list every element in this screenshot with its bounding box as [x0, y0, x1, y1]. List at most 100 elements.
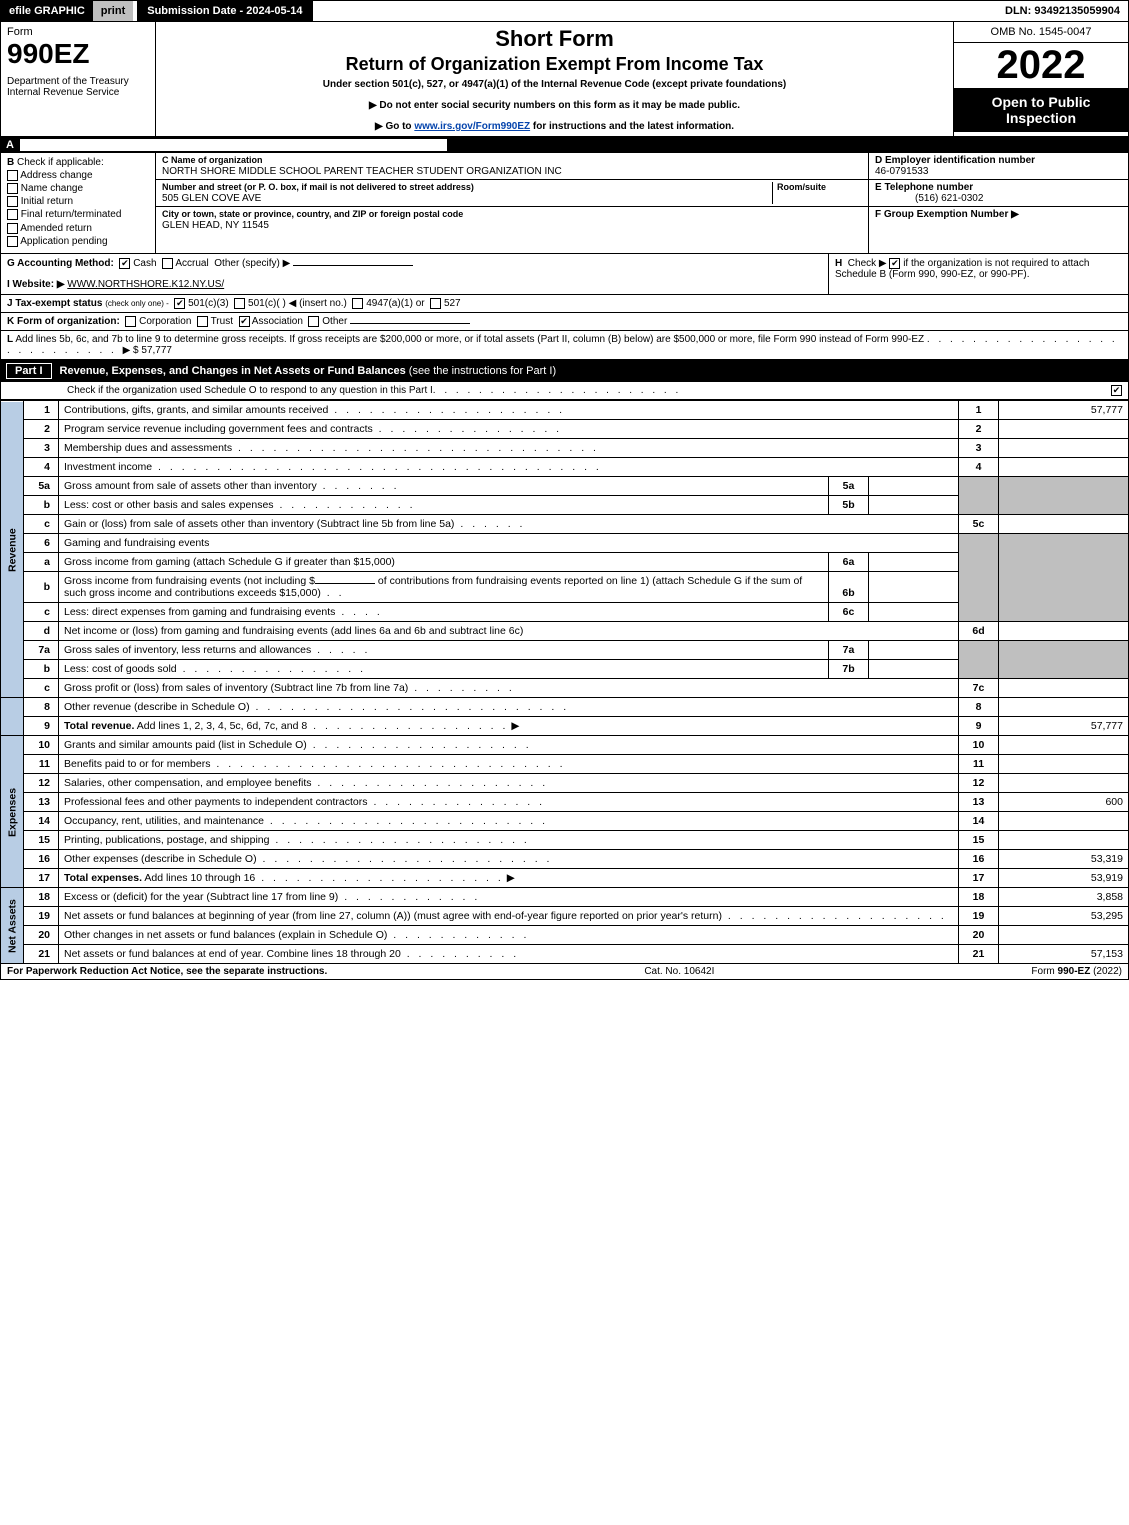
omb: OMB No. 1545-0047	[954, 22, 1128, 43]
chk-501c[interactable]	[234, 298, 245, 309]
l-text: Add lines 5b, 6c, and 7b to line 9 to de…	[15, 334, 924, 345]
val-17: 53,919	[999, 869, 1129, 888]
short-form-title: Short Form	[162, 26, 947, 52]
num-14: 14	[959, 812, 999, 831]
g-accrual: Accrual	[175, 258, 208, 269]
ln-7c: c	[24, 679, 59, 698]
chk-other[interactable]	[308, 316, 319, 327]
chk-501c3[interactable]	[174, 298, 185, 309]
ln-6b: b	[24, 572, 59, 603]
j-o2b: ◀ (insert no.)	[289, 298, 347, 309]
footer: For Paperwork Reduction Act Notice, see …	[0, 964, 1129, 980]
chk-accrual[interactable]	[162, 258, 173, 269]
k-trust: Trust	[211, 316, 233, 327]
part1-see: (see the instructions for Part I)	[409, 365, 556, 377]
under-section: Under section 501(c), 527, or 4947(a)(1)…	[162, 79, 947, 90]
inspection: Open to Public Inspection	[954, 88, 1128, 132]
val-3	[999, 439, 1129, 458]
d-label: D Employer identification number	[875, 155, 1035, 166]
b-title: Check if applicable:	[17, 157, 104, 168]
chk-corp[interactable]	[125, 316, 136, 327]
row-k: K Form of organization: Corporation Trus…	[0, 313, 1129, 331]
num-10: 10	[959, 736, 999, 755]
h-label: H	[835, 258, 842, 269]
num-8: 8	[959, 698, 999, 717]
val-6d	[999, 622, 1129, 641]
val-7c	[999, 679, 1129, 698]
val-8	[999, 698, 1129, 717]
j-sub: (check only one) -	[105, 299, 169, 308]
desc-11: Benefits paid to or for members	[64, 758, 210, 770]
donot-instr: ▶ Do not enter social security numbers o…	[162, 100, 947, 111]
ln-16: 16	[24, 850, 59, 869]
ln-2: 2	[24, 420, 59, 439]
shadeval-7	[999, 641, 1129, 679]
k-other-input[interactable]	[350, 323, 470, 324]
val-12	[999, 774, 1129, 793]
val-9: 57,777	[999, 717, 1129, 736]
g-other-input[interactable]	[293, 265, 413, 266]
chk-pending[interactable]	[7, 236, 18, 247]
midval-6a	[869, 553, 959, 572]
val-1: 57,777	[999, 401, 1129, 420]
val-13: 600	[999, 793, 1129, 812]
num-18: 18	[959, 888, 999, 907]
chk-h[interactable]	[889, 258, 900, 269]
chk-initial[interactable]	[7, 196, 18, 207]
org-address: 505 GLEN COVE AVE	[162, 193, 261, 204]
desc-7c: Gross profit or (loss) from sales of inv…	[64, 682, 408, 694]
num-21: 21	[959, 945, 999, 964]
midval-5a	[869, 477, 959, 496]
val-21: 57,153	[999, 945, 1129, 964]
desc-6: Gaming and fundraising events	[59, 534, 959, 553]
mid-7a: 7a	[829, 641, 869, 660]
ln-20: 20	[24, 926, 59, 945]
ln-9: 9	[24, 717, 59, 736]
c-label: C	[162, 155, 169, 165]
num-7c: 7c	[959, 679, 999, 698]
irs-link[interactable]: www.irs.gov/Form990EZ	[414, 121, 530, 132]
side-revenue-cont	[1, 698, 24, 736]
ln-6c: c	[24, 603, 59, 622]
chk-assoc[interactable]	[239, 316, 250, 327]
ln-5c: c	[24, 515, 59, 534]
chk-name-change[interactable]	[7, 183, 18, 194]
print-button[interactable]: print	[93, 1, 133, 21]
phone: (516) 621-0302	[875, 193, 983, 204]
num-19: 19	[959, 907, 999, 926]
ln-10: 10	[24, 736, 59, 755]
mid-5a: 5a	[829, 477, 869, 496]
part1-check-row: Check if the organization used Schedule …	[0, 382, 1129, 400]
ln-17: 17	[24, 869, 59, 888]
num-12: 12	[959, 774, 999, 793]
footer-left: For Paperwork Reduction Act Notice, see …	[7, 966, 327, 977]
6b-input[interactable]	[315, 583, 375, 584]
midval-6b	[869, 572, 959, 603]
chk-527[interactable]	[430, 298, 441, 309]
website[interactable]: WWW.NORTHSHORE.K12.NY.US/	[67, 279, 224, 290]
side-revenue: Revenue	[1, 401, 24, 698]
val-19: 53,295	[999, 907, 1129, 926]
desc-10: Grants and similar amounts paid (list in…	[64, 739, 307, 751]
chk-cash[interactable]	[119, 258, 130, 269]
mid-6a: 6a	[829, 553, 869, 572]
chk-address-change[interactable]	[7, 170, 18, 181]
col-def: D Employer identification number 46-0791…	[868, 153, 1128, 253]
l-label: L	[7, 334, 13, 345]
desc-3: Membership dues and assessments	[64, 442, 232, 454]
g-cash: Cash	[133, 258, 156, 269]
ln-18: 18	[24, 888, 59, 907]
row-gh: G Accounting Method: Cash Accrual Other …	[0, 254, 1129, 295]
desc-7a: Gross sales of inventory, less returns a…	[64, 644, 311, 656]
midval-7a	[869, 641, 959, 660]
j-label: J Tax-exempt status	[7, 298, 102, 309]
chk-4947[interactable]	[352, 298, 363, 309]
chk-amended[interactable]	[7, 223, 18, 234]
opt-pending: Application pending	[20, 236, 107, 247]
chk-final[interactable]	[7, 209, 18, 220]
desc-20: Other changes in net assets or fund bala…	[64, 929, 387, 941]
chk-trust[interactable]	[197, 316, 208, 327]
chk-part1[interactable]	[1111, 385, 1122, 396]
ln-5b: b	[24, 496, 59, 515]
midval-6c	[869, 603, 959, 622]
